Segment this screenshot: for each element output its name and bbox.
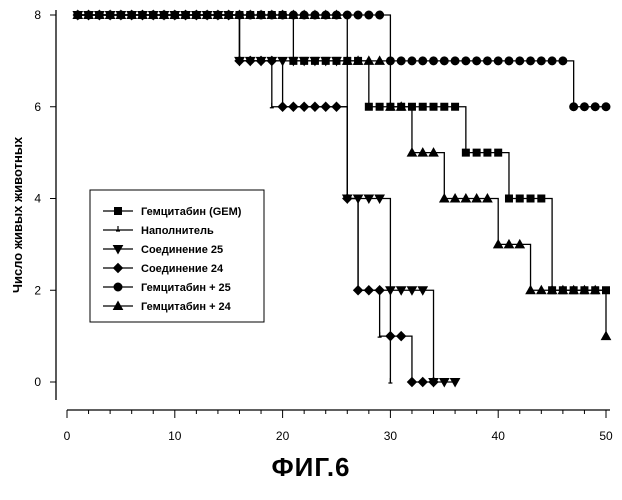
legend-label: Соединение 24 xyxy=(141,263,224,275)
y-tick-label: 4 xyxy=(34,192,41,206)
data-point xyxy=(440,57,448,65)
data-point xyxy=(603,287,610,294)
data-point xyxy=(364,286,373,295)
data-point xyxy=(580,103,588,111)
data-point xyxy=(495,149,502,156)
data-point xyxy=(310,102,319,111)
data-point xyxy=(365,103,372,110)
x-tick-label: 10 xyxy=(168,429,182,443)
data-point xyxy=(376,103,383,110)
y-tick-label: 6 xyxy=(34,100,41,114)
y-axis-label: Число живых животных xyxy=(10,136,25,293)
data-point xyxy=(430,57,438,65)
data-point xyxy=(419,57,427,65)
data-point xyxy=(388,378,392,383)
data-point xyxy=(537,57,545,65)
x-tick-label: 40 xyxy=(492,429,506,443)
data-point xyxy=(602,103,610,111)
legend: Гемцитабин (GEM) Наполнитель Соединение 25… xyxy=(90,190,264,322)
data-point xyxy=(408,57,416,65)
legend-label: Гемцитабин + 25 xyxy=(141,282,231,294)
data-point xyxy=(386,57,394,65)
data-point xyxy=(473,149,480,156)
data-point xyxy=(505,57,513,65)
figure-caption: ФИГ.6 xyxy=(0,452,622,483)
data-point xyxy=(408,103,415,110)
data-point xyxy=(354,11,362,19)
x-tick-label: 30 xyxy=(384,429,398,443)
legend-marker xyxy=(114,283,122,291)
data-point xyxy=(300,102,309,111)
data-point xyxy=(527,195,534,202)
data-point xyxy=(343,11,351,19)
data-point xyxy=(538,195,545,202)
data-point xyxy=(365,11,373,19)
data-point xyxy=(484,149,491,156)
data-point xyxy=(483,57,491,65)
data-point xyxy=(419,103,426,110)
x-tick-label: 0 xyxy=(64,429,71,443)
data-point xyxy=(591,103,599,111)
data-point xyxy=(462,57,470,65)
survival-chart: 0 10 20 30 40 50 0 2 4 6 8 Гемцитабин (GEM) Наполни… xyxy=(0,0,622,460)
data-point xyxy=(332,102,341,111)
data-point xyxy=(375,286,384,295)
data-point xyxy=(505,195,512,202)
data-point xyxy=(451,57,459,65)
x-tick-label: 50 xyxy=(599,429,613,443)
data-point xyxy=(527,57,535,65)
data-point xyxy=(452,103,459,110)
data-point xyxy=(570,103,578,111)
data-point xyxy=(462,149,469,156)
data-point xyxy=(441,103,448,110)
y-tick-label: 2 xyxy=(34,283,41,297)
data-point xyxy=(516,195,523,202)
data-point xyxy=(548,57,556,65)
data-point xyxy=(397,57,405,65)
y-tick-label: 0 xyxy=(34,375,41,389)
y-tick-label: 8 xyxy=(34,8,41,22)
data-point xyxy=(386,332,395,341)
data-point xyxy=(430,103,437,110)
legend-label: Наполнитель xyxy=(141,225,214,237)
legend-marker xyxy=(115,208,122,215)
data-point xyxy=(289,102,298,111)
data-point xyxy=(278,102,287,111)
legend-label: Гемцитабин + 24 xyxy=(141,301,232,313)
data-point xyxy=(418,378,427,387)
data-point xyxy=(354,286,363,295)
legend-label: Соединение 25 xyxy=(141,244,223,256)
data-point xyxy=(494,57,502,65)
data-point xyxy=(321,102,330,111)
data-point xyxy=(559,57,567,65)
data-point xyxy=(602,332,611,340)
data-point xyxy=(516,57,524,65)
x-tick-label: 20 xyxy=(276,429,290,443)
data-point xyxy=(397,332,406,341)
data-point xyxy=(407,378,416,387)
data-point xyxy=(376,11,384,19)
data-point xyxy=(473,57,481,65)
legend-label: Гемцитабин (GEM) xyxy=(141,206,242,218)
